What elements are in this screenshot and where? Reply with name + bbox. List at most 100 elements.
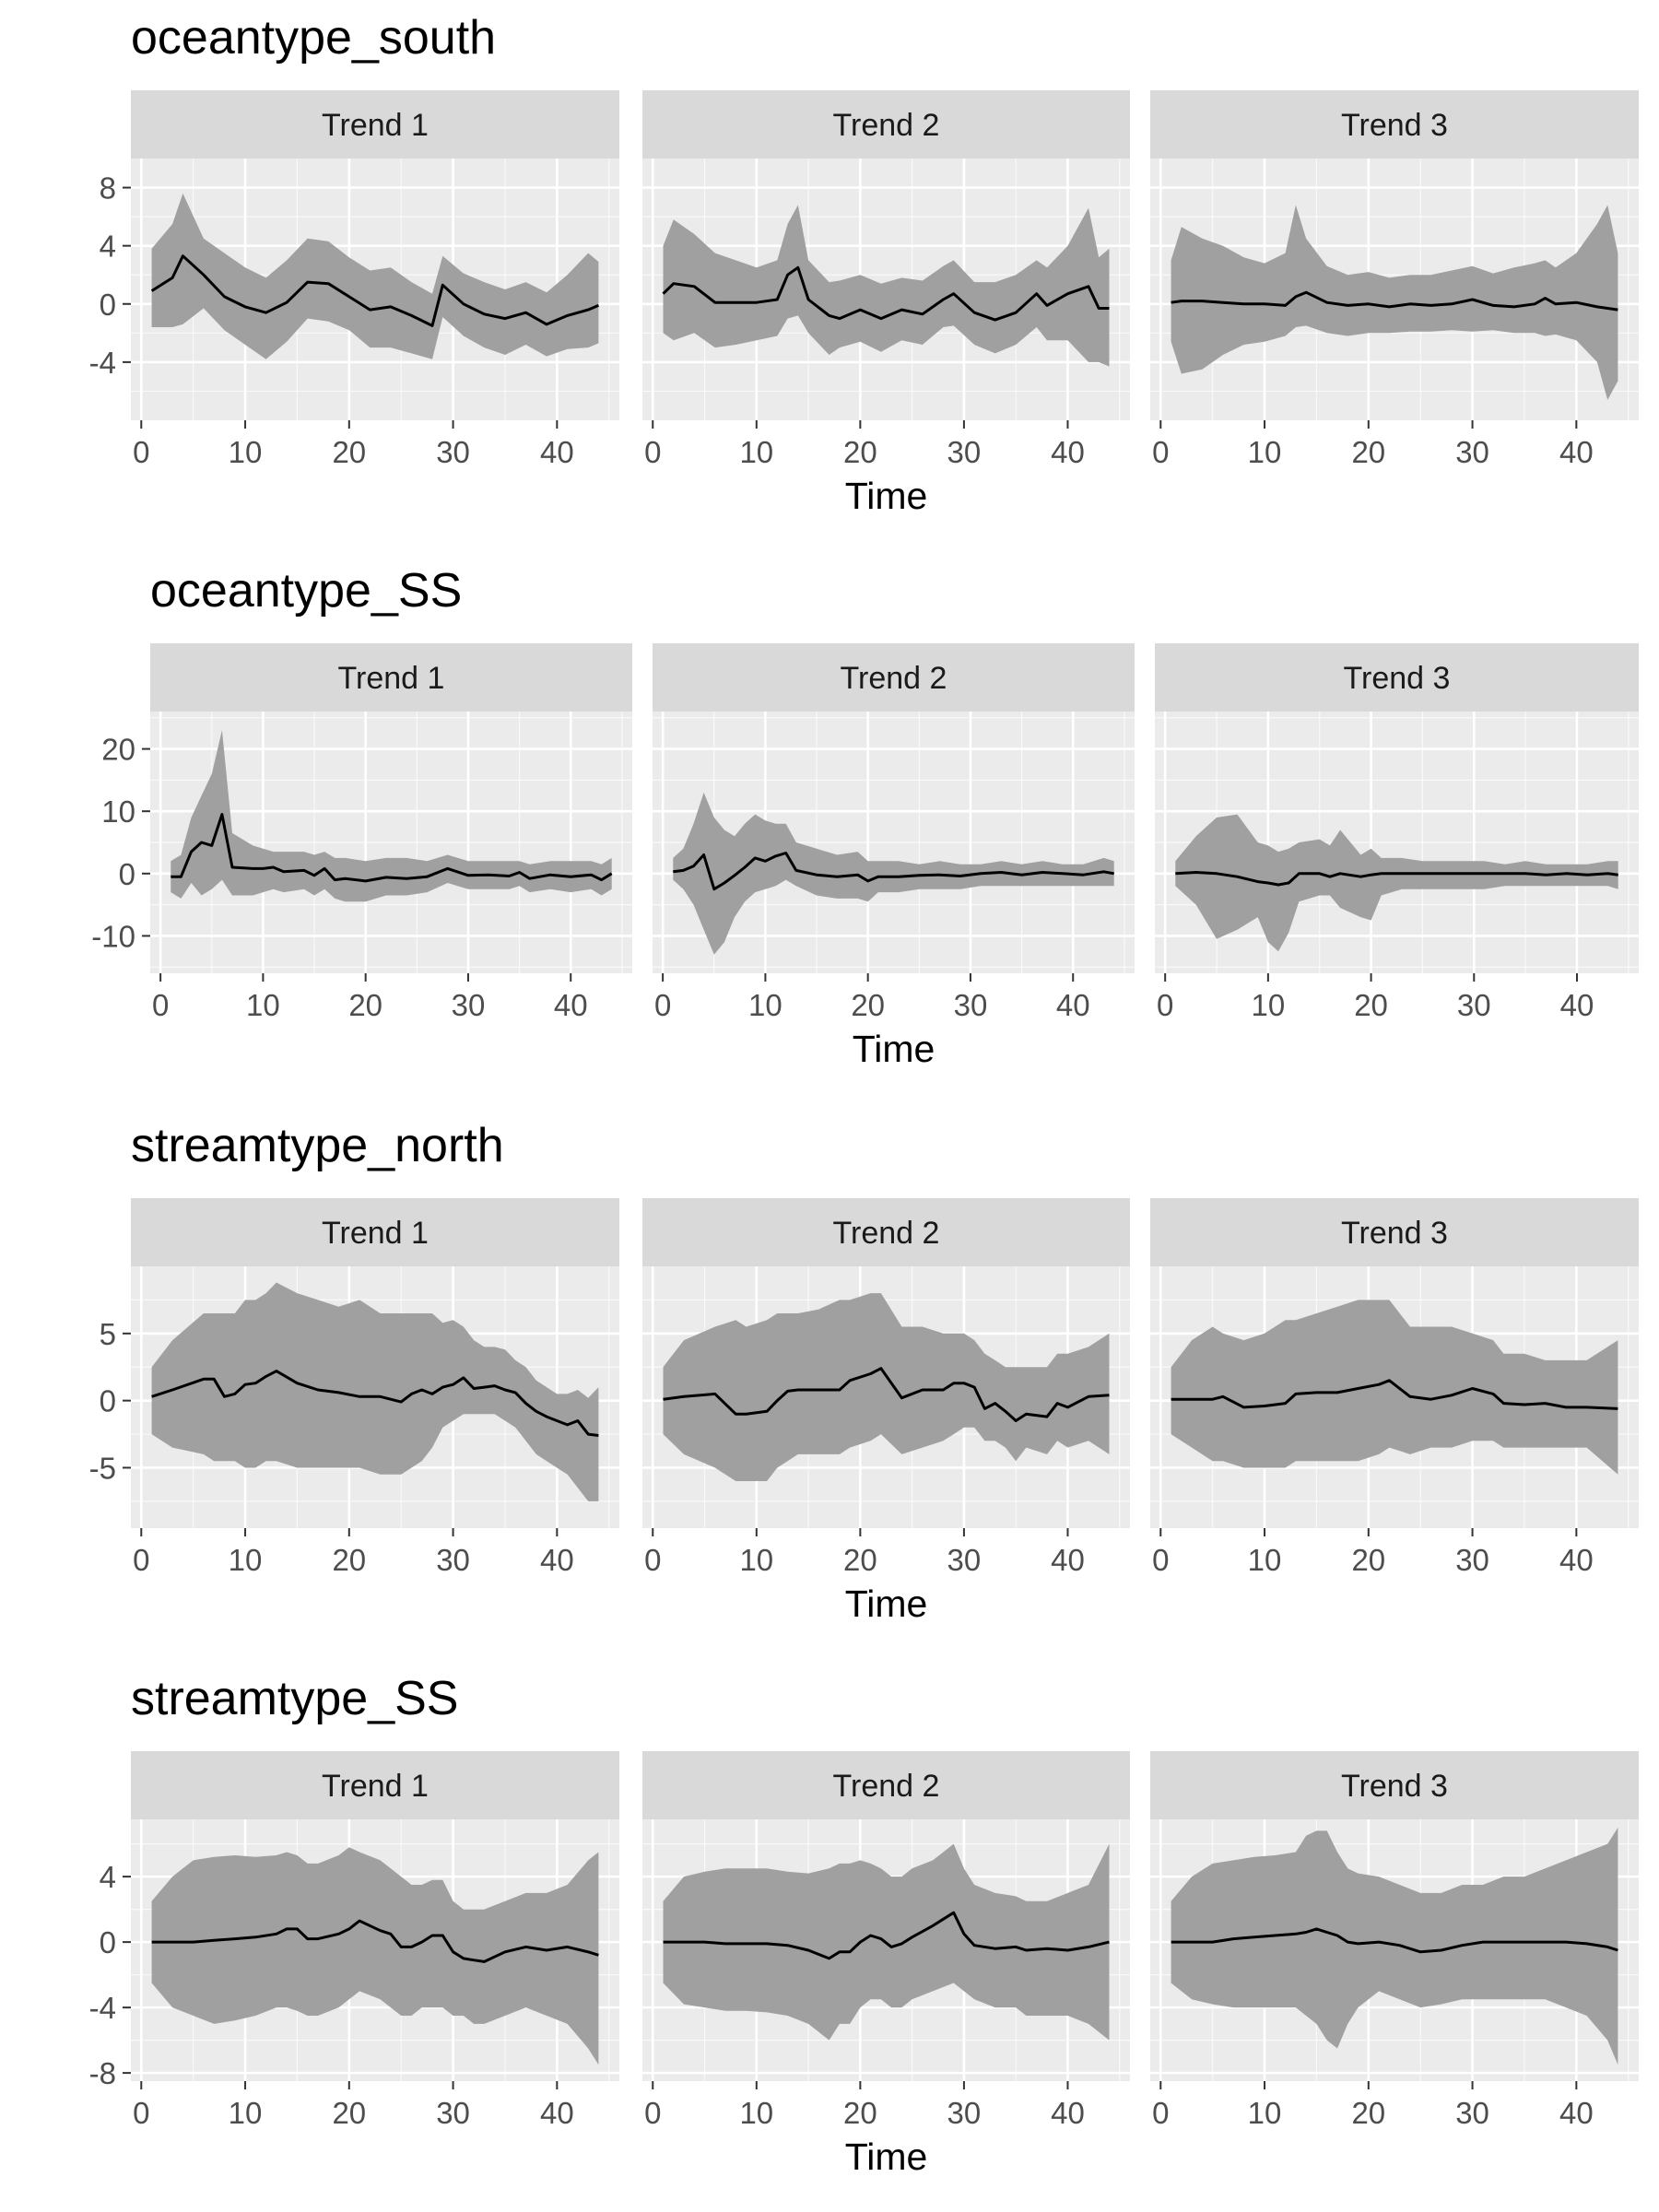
trend-line — [663, 1911, 1110, 1960]
facet-strip-label: Trend 1 — [322, 1216, 429, 1251]
x-tick-label: 20 — [843, 435, 877, 469]
x-axis: 0 10 20 30 40 — [654, 973, 1090, 1022]
confidence-ribbon — [151, 193, 599, 359]
trend-line — [673, 852, 1114, 891]
y-tick-label: 4 — [100, 1860, 116, 1894]
y-tick-label: -4 — [89, 1991, 116, 2025]
facet-panel-3: Trend 3 0 10 20 30 40 — [1150, 1198, 1639, 1577]
x-tick-label: 20 — [1351, 1543, 1385, 1577]
x-tick-label: 30 — [1455, 435, 1489, 469]
chart-title: oceantype_south — [131, 11, 496, 65]
facet-strip-label: Trend 2 — [833, 108, 940, 143]
y-tick-label: 0 — [100, 1384, 116, 1418]
x-tick-label: 10 — [229, 1543, 263, 1577]
x-axis: 0 10 20 30 40 — [644, 420, 1085, 469]
x-tick-label: 40 — [1051, 435, 1085, 469]
x-tick-label: 10 — [748, 988, 782, 1022]
x-tick-label: 0 — [654, 988, 671, 1022]
x-tick-label: 0 — [1152, 435, 1169, 469]
x-axis: 0 10 20 30 40 — [1157, 973, 1594, 1022]
facet-strip — [642, 1751, 1130, 1819]
x-tick-label: 10 — [739, 2096, 773, 2130]
facet-strip — [1150, 90, 1639, 159]
facet-strip-label: Trend 2 — [833, 1216, 940, 1251]
x-tick-label: 0 — [644, 435, 661, 469]
x-tick-label: 0 — [644, 1543, 661, 1577]
x-tick-label: 10 — [1248, 2096, 1282, 2130]
facet-strip — [150, 643, 632, 712]
trend-line — [1171, 1379, 1618, 1410]
x-tick-label: 10 — [229, 2096, 263, 2130]
facet-panel-1: Trend 1 0 10 20 30 40 -4 0 4 8 — [89, 90, 619, 469]
facet-strip-label: Trend 2 — [841, 661, 947, 696]
y-tick-label: 0 — [119, 857, 135, 891]
x-tick-label: 40 — [1051, 1543, 1085, 1577]
x-tick-label: 30 — [1455, 2096, 1489, 2130]
x-axis-title: Time — [845, 2136, 928, 2178]
facet-strip — [131, 1751, 619, 1819]
x-tick-label: 10 — [246, 988, 280, 1022]
confidence-ribbon — [151, 1847, 599, 2065]
facet-panel-2: Trend 2 0 10 20 30 40 — [653, 643, 1135, 1022]
y-tick-label: 0 — [100, 288, 116, 322]
facet-strip-label: Trend 1 — [322, 1769, 429, 1804]
facet-strip — [1150, 1198, 1639, 1266]
confidence-ribbon — [1171, 1827, 1618, 2065]
x-tick-label: 0 — [1152, 1543, 1169, 1577]
x-tick-label: 30 — [947, 435, 982, 469]
y-tick-label: -10 — [91, 919, 135, 953]
x-tick-label: 20 — [843, 2096, 877, 2130]
x-tick-label: 40 — [1560, 988, 1594, 1022]
x-axis-title: Time — [845, 475, 928, 517]
facet-strip — [1150, 1751, 1639, 1819]
facet-panel-1: Trend 1 0 10 20 30 40 -5 0 5 — [89, 1198, 619, 1577]
trend-line — [662, 265, 1110, 322]
y-tick-label: 0 — [100, 1925, 116, 1959]
x-tick-label: 0 — [133, 435, 149, 469]
facet-strip-label: Trend 3 — [1341, 1216, 1448, 1251]
facet-panel-1: Trend 1 0 10 20 30 40 -10 0 10 20 — [91, 643, 632, 1022]
y-axis: -5 0 5 — [89, 1317, 131, 1485]
x-tick-label: 0 — [644, 2096, 661, 2130]
x-axis: 0 10 20 30 40 — [133, 2081, 574, 2130]
x-tick-label: 40 — [1559, 2096, 1594, 2130]
x-axis-title: Time — [853, 1028, 935, 1070]
x-axis: 0 10 20 30 40 — [1152, 420, 1594, 469]
facet-panel-3: Trend 3 0 10 20 30 40 — [1155, 643, 1639, 1022]
x-tick-label: 0 — [133, 2096, 149, 2130]
x-tick-label: 10 — [1252, 988, 1286, 1022]
facet-strip — [131, 1198, 619, 1266]
confidence-ribbon — [663, 205, 1110, 367]
x-tick-label: 30 — [947, 2096, 982, 2130]
confidence-ribbon — [1171, 205, 1618, 400]
chart-row-1: oceantype_south Trend 1 0 10 20 30 40 -4 0 4 8 Tren… — [89, 11, 1639, 517]
chart-row-4: streamtype_SS Trend 1 0 10 20 30 40 -8 -4 0 4 Trend… — [89, 1672, 1639, 2178]
facet-panel-1: Trend 1 0 10 20 30 40 -8 -4 0 4 — [89, 1751, 619, 2130]
x-axis: 0 10 20 30 40 — [1152, 1528, 1594, 1577]
x-tick-label: 0 — [1152, 2096, 1169, 2130]
x-tick-label: 20 — [1354, 988, 1388, 1022]
x-axis-title: Time — [845, 1583, 928, 1625]
x-tick-label: 20 — [332, 1543, 366, 1577]
x-tick-label: 20 — [1351, 2096, 1385, 2130]
facet-strip-label: Trend 3 — [1344, 661, 1451, 696]
confidence-ribbon — [151, 1282, 599, 1501]
x-tick-label: 20 — [843, 1543, 877, 1577]
x-tick-label: 40 — [540, 2096, 574, 2130]
x-tick-label: 10 — [739, 1543, 773, 1577]
facet-panel-2: Trend 2 0 10 20 30 40 — [642, 90, 1130, 469]
chart-title: oceantype_SS — [150, 564, 462, 618]
x-tick-label: 30 — [436, 2096, 470, 2130]
facet-panel-3: Trend 3 0 10 20 30 40 — [1150, 1751, 1639, 2130]
y-tick-label: 10 — [101, 794, 135, 829]
chart-title: streamtype_north — [131, 1119, 504, 1172]
confidence-ribbon — [673, 792, 1114, 955]
x-tick-label: 40 — [554, 988, 588, 1022]
x-tick-label: 10 — [739, 435, 773, 469]
facet-strip — [1155, 643, 1639, 712]
y-tick-label: 4 — [100, 229, 116, 264]
confidence-ribbon — [1171, 1300, 1618, 1475]
trend-line — [1171, 1927, 1618, 1954]
